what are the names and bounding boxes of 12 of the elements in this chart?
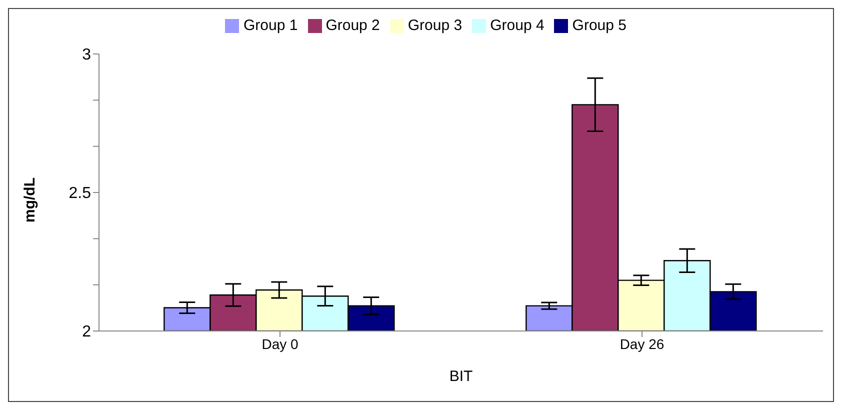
y-tick-label: 2 (82, 324, 92, 341)
x-axis-title: BIT (449, 368, 473, 385)
legend-label: Group 4 (490, 17, 544, 34)
x-tick-label: Day 0 (262, 336, 298, 352)
y-tick-label: 3 (82, 46, 92, 64)
legend-label: Group 1 (243, 17, 298, 34)
legend-label: Group 3 (408, 17, 462, 34)
legend-label: Group 5 (572, 17, 626, 34)
y-axis-title: mg/dL (21, 178, 38, 222)
x-tick-label: Day 26 (620, 336, 664, 352)
y-tick-label: 2.5 (68, 185, 92, 202)
legend-label: Group 2 (326, 17, 380, 34)
